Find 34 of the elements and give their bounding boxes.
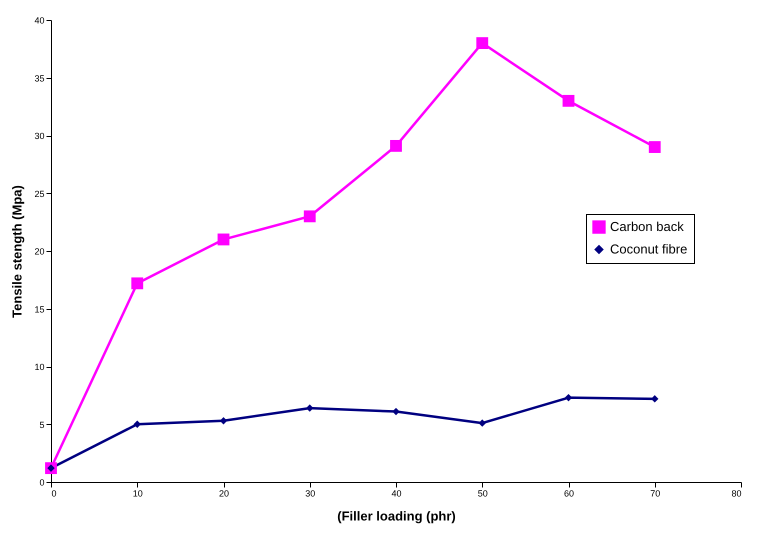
x-tick-label: 30 <box>305 488 316 498</box>
y-tick-label: 10 <box>34 362 44 372</box>
point <box>306 404 314 412</box>
x-tick-label: 0 <box>52 488 57 498</box>
point <box>651 395 658 403</box>
point <box>134 420 141 428</box>
x-tick-label: 80 <box>731 488 742 498</box>
x-tick-label: 60 <box>564 488 574 498</box>
point <box>478 419 486 427</box>
y-tick-label: 5 <box>39 420 44 430</box>
point <box>562 94 574 107</box>
x-tick-label: 70 <box>650 488 660 498</box>
x-axis-title: (Filler loading (phr) <box>337 508 456 524</box>
point <box>390 140 402 152</box>
y-tick-label: 15 <box>34 304 44 314</box>
x-tick-label: 50 <box>478 488 488 498</box>
point <box>131 277 144 290</box>
y-tick-label: 40 <box>34 16 44 26</box>
point <box>648 141 661 153</box>
x-tick-label: 10 <box>132 488 143 498</box>
point <box>476 37 488 50</box>
y-tick-label: 20 <box>34 246 44 256</box>
y-tick-label: 25 <box>34 188 44 199</box>
point <box>304 210 316 222</box>
y-tick-label: 35 <box>34 73 44 84</box>
x-tick-label: 40 <box>391 488 402 498</box>
point <box>392 408 400 416</box>
legend-label: Coconut fibre <box>610 242 688 257</box>
y-tick-label: 0 <box>39 478 44 488</box>
y-tick-label: 30 <box>34 131 44 141</box>
point <box>218 234 230 246</box>
legend-label: Carbon back <box>610 219 684 234</box>
y-axis-title: Tensile stength (Mpa) <box>9 185 24 318</box>
x-tick-label: 20 <box>218 488 230 498</box>
